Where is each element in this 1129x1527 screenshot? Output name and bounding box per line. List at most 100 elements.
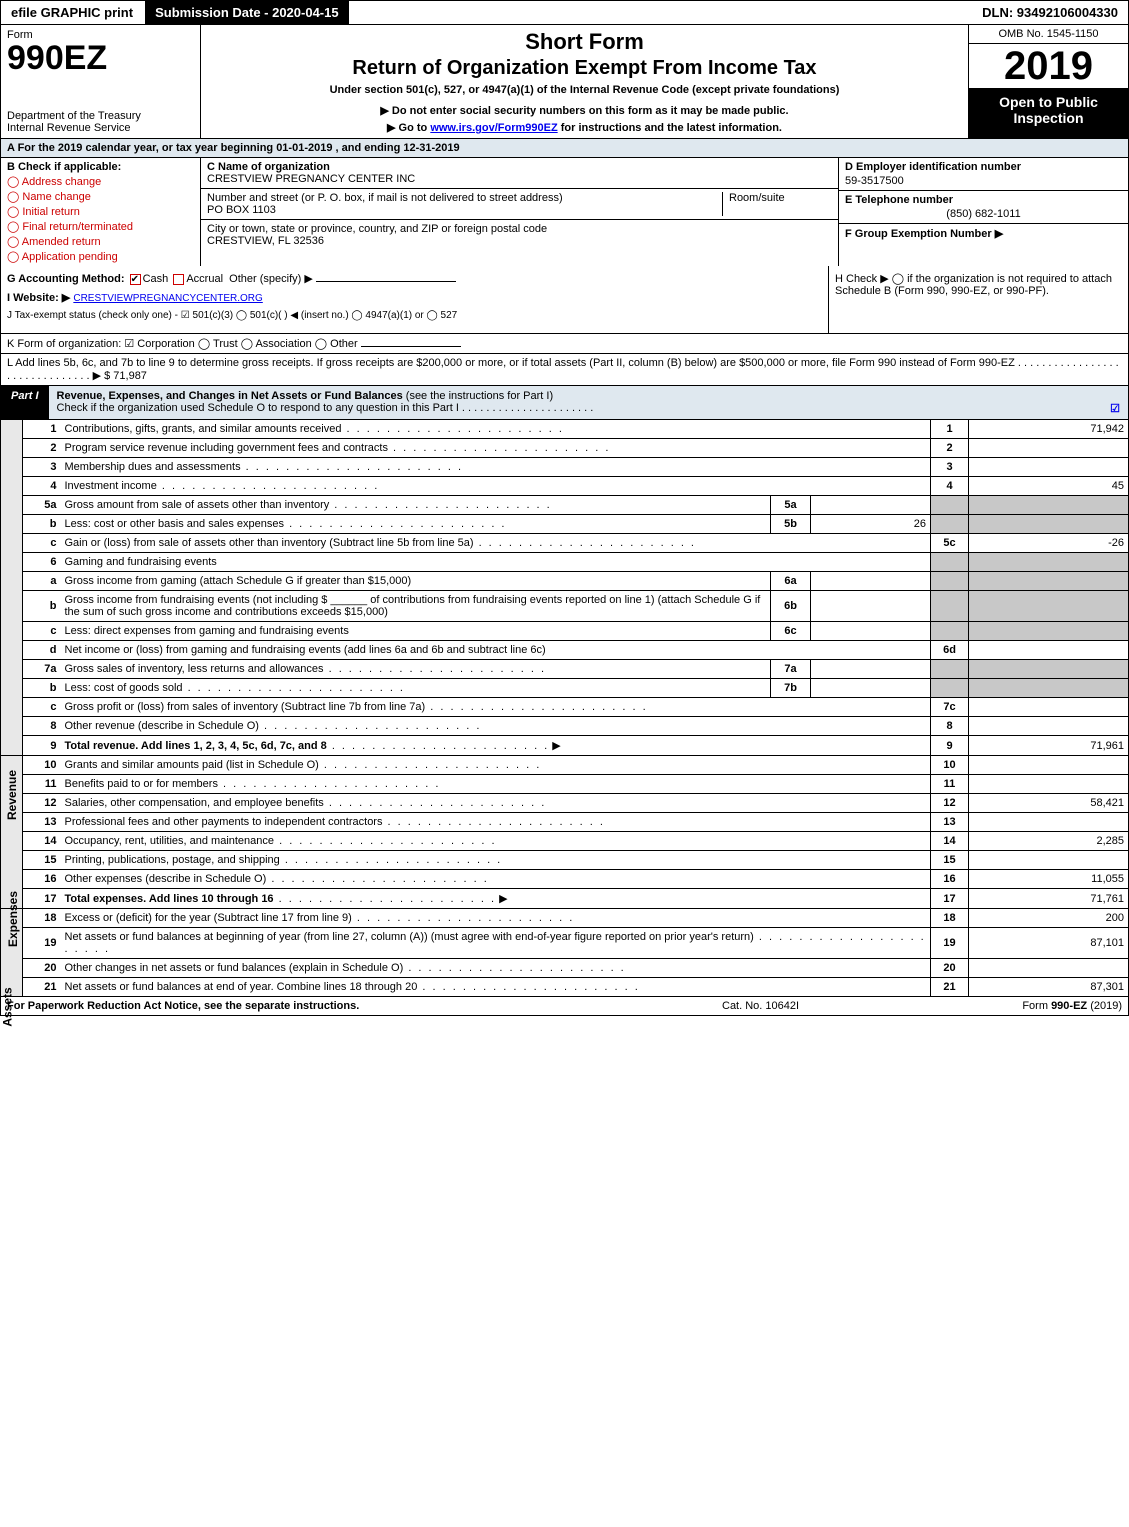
ln-20: 20	[23, 959, 61, 978]
sv-6c	[811, 622, 931, 641]
sub-6a: 6a	[771, 572, 811, 591]
desc-7c: Gross profit or (loss) from sales of inv…	[61, 698, 931, 717]
tel-value: (850) 682-1011	[845, 208, 1122, 220]
l-text: L Add lines 5b, 6c, and 7b to line 9 to …	[7, 357, 1119, 382]
amt-21: 87,301	[969, 978, 1129, 997]
chk-address-change[interactable]: ◯ Address change	[7, 175, 194, 188]
room-suite: Room/suite	[722, 192, 832, 216]
amt-18: 200	[969, 909, 1129, 928]
col-13: 13	[931, 813, 969, 832]
part1-table: Revenue 1 Contributions, gifts, grants, …	[0, 420, 1129, 997]
ssn-warning: ▶ Do not enter social security numbers o…	[209, 104, 960, 117]
col-14: 14	[931, 832, 969, 851]
website-link[interactable]: CRESTVIEWPREGNANCYCENTER.ORG	[73, 293, 262, 304]
ein-value: 59-3517500	[845, 175, 1122, 187]
ln-19: 19	[23, 928, 61, 959]
tax-year: 2019	[969, 44, 1128, 88]
chk-name-change[interactable]: ◯ Name change	[7, 190, 194, 203]
desc-9: Total revenue. Add lines 1, 2, 3, 4, 5c,…	[61, 736, 931, 756]
desc-15: Printing, publications, postage, and shi…	[61, 851, 931, 870]
amt-5a-shade	[969, 496, 1129, 515]
desc-11: Benefits paid to or for members	[61, 775, 931, 794]
col-12: 12	[931, 794, 969, 813]
efile-print-button[interactable]: efile GRAPHIC print	[1, 1, 145, 24]
ln-11: 11	[23, 775, 61, 794]
sub-5a: 5a	[771, 496, 811, 515]
col-2: 2	[931, 439, 969, 458]
topbar: efile GRAPHIC print Submission Date - 20…	[0, 0, 1129, 25]
ln-18: 18	[23, 909, 61, 928]
ln-21: 21	[23, 978, 61, 997]
desc-6c: Less: direct expenses from gaming and fu…	[61, 622, 771, 641]
ln-4: 4	[23, 477, 61, 496]
sv-5a	[811, 496, 931, 515]
col-6d: 6d	[931, 641, 969, 660]
ln-5a: 5a	[23, 496, 61, 515]
amt-2	[969, 439, 1129, 458]
chk-initial-return[interactable]: ◯ Initial return	[7, 205, 194, 218]
col-5b-shade	[931, 515, 969, 534]
side-revenue: Revenue	[1, 420, 23, 756]
irs-link[interactable]: www.irs.gov/Form990EZ	[430, 122, 557, 134]
org-name-cell: C Name of organization CRESTVIEW PREGNAN…	[201, 158, 838, 189]
ln-16: 16	[23, 870, 61, 889]
website-line: I Website: ▶ CRESTVIEWPREGNANCYCENTER.OR…	[7, 291, 822, 304]
short-form: Short Form	[209, 29, 960, 55]
amt-19: 87,101	[969, 928, 1129, 959]
grp-label: F Group Exemption Number ▶	[845, 228, 1003, 240]
col-4: 4	[931, 477, 969, 496]
chk-final-return[interactable]: ◯ Final return/terminated	[7, 220, 194, 233]
goto-pre: ▶ Go to	[387, 122, 430, 134]
col-c: C Name of organization CRESTVIEW PREGNAN…	[201, 158, 838, 266]
desc-8: Other revenue (describe in Schedule O)	[61, 717, 931, 736]
sub-7a: 7a	[771, 660, 811, 679]
col-7a-shade	[931, 660, 969, 679]
desc-2: Program service revenue including govern…	[61, 439, 931, 458]
c-addr-label: Number and street (or P. O. box, if mail…	[207, 192, 563, 204]
amt-7c	[969, 698, 1129, 717]
col-18: 18	[931, 909, 969, 928]
ln-14: 14	[23, 832, 61, 851]
ln-8: 8	[23, 717, 61, 736]
col-16: 16	[931, 870, 969, 889]
amt-20	[969, 959, 1129, 978]
amt-11	[969, 775, 1129, 794]
sub-7b: 7b	[771, 679, 811, 698]
chk-accrual[interactable]	[173, 274, 184, 285]
amt-17: 71,761	[969, 889, 1129, 909]
dln: DLN: 93492106004330	[972, 1, 1128, 24]
amt-15	[969, 851, 1129, 870]
form-header: Form 990EZ Department of the Treasury In…	[0, 25, 1129, 139]
omb-number: OMB No. 1545-1150	[969, 25, 1128, 44]
amt-10	[969, 756, 1129, 775]
col-6a-shade	[931, 572, 969, 591]
l-amt: $ 71,987	[104, 370, 147, 382]
sub-6c: 6c	[771, 622, 811, 641]
part1-tab: Part I	[1, 386, 49, 419]
chk-cash[interactable]	[130, 274, 141, 285]
ein-cell: D Employer identification number 59-3517…	[839, 158, 1128, 191]
desc-6b: Gross income from fundraising events (no…	[61, 591, 771, 622]
ein-label: D Employer identification number	[845, 161, 1021, 173]
chk-amended[interactable]: ◯ Amended return	[7, 235, 194, 248]
col-6b-shade	[931, 591, 969, 622]
col-6-shade	[931, 553, 969, 572]
desc-19: Net assets or fund balances at beginning…	[61, 928, 931, 959]
footer-cat: Cat. No. 10642I	[722, 1000, 922, 1012]
col-6c-shade	[931, 622, 969, 641]
col-3: 3	[931, 458, 969, 477]
desc-17: Total expenses. Add lines 10 through 16 …	[61, 889, 931, 909]
footer-left: For Paperwork Reduction Act Notice, see …	[7, 1000, 722, 1012]
page-footer: For Paperwork Reduction Act Notice, see …	[0, 997, 1129, 1016]
ln-15: 15	[23, 851, 61, 870]
ln-5b: b	[23, 515, 61, 534]
sv-5b: 26	[811, 515, 931, 534]
c-name-label: C Name of organization	[207, 161, 330, 173]
col-7b-shade	[931, 679, 969, 698]
ln-3: 3	[23, 458, 61, 477]
col-19: 19	[931, 928, 969, 959]
row-k: K Form of organization: ☑ Corporation ◯ …	[0, 334, 1129, 354]
amt-5b-shade	[969, 515, 1129, 534]
chk-app-pending[interactable]: ◯ Application pending	[7, 250, 194, 263]
ln-1: 1	[23, 420, 61, 439]
